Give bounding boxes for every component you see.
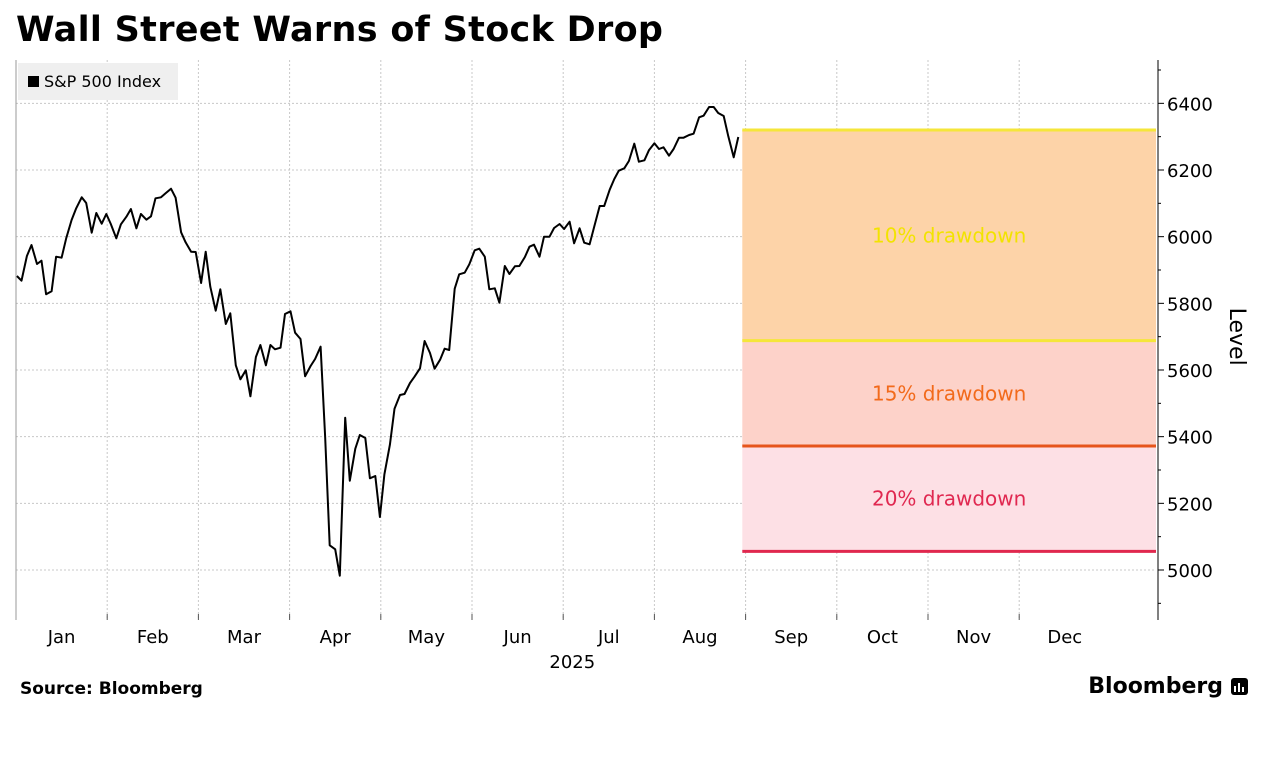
drawdown-label: 10% drawdown <box>872 223 1026 247</box>
drawdown-band <box>742 446 1156 552</box>
axis: 5000 5200 5400 5600 5800 6000 6200 6400 Jan Feb Ma… <box>15 60 1249 673</box>
bloomberg-terminal-icon <box>1231 678 1248 695</box>
series-layer <box>16 106 740 577</box>
x-tick-label: Apr <box>320 627 352 648</box>
x-tick-label: Dec <box>1047 627 1082 648</box>
legend-swatch <box>28 76 39 87</box>
x-tick-label: Sep <box>774 627 808 648</box>
y-tick-label: 6400 <box>1167 94 1213 115</box>
source-note: Source: Bloomberg <box>20 679 203 699</box>
y-tick-label: 5000 <box>1167 561 1213 582</box>
series-line-sp500 <box>16 106 740 577</box>
drawdown-label: 20% drawdown <box>872 487 1026 511</box>
y-tick-label: 5600 <box>1167 361 1213 382</box>
brand-name: Bloomberg <box>1088 674 1223 699</box>
x-tick-label: Nov <box>956 627 991 648</box>
x-tick-label: Jun <box>503 627 532 648</box>
drawdown-band <box>742 130 1156 341</box>
x-tick-label: Jan <box>47 627 76 648</box>
x-axis-title: 2025 <box>549 652 595 673</box>
y-tick-label: 5800 <box>1167 294 1213 315</box>
x-tick-label: Mar <box>227 627 262 648</box>
legend: S&P 500 Index <box>18 63 178 100</box>
drawdown-band <box>742 340 1156 446</box>
drawdown-label: 15% drawdown <box>872 381 1026 405</box>
brand-logo: Bloomberg <box>1088 674 1248 699</box>
x-tick-label: Jul <box>597 627 620 648</box>
chart-title: Wall Street Warns of Stock Drop <box>16 10 664 50</box>
y-tick-label: 6000 <box>1167 228 1213 249</box>
y-axis-title: Level <box>1224 308 1249 366</box>
drawdown-bands: 10% drawdown 15% drawdown 20% drawdown <box>742 128 1156 553</box>
y-tick-label: 6200 <box>1167 161 1213 182</box>
x-tick-label: Aug <box>682 627 717 648</box>
x-tick-label: Oct <box>867 627 898 648</box>
y-tick-label: 5200 <box>1167 494 1213 515</box>
x-tick-label: May <box>408 627 446 648</box>
x-tick-label: Feb <box>137 627 169 648</box>
y-tick-label: 5400 <box>1167 428 1213 449</box>
legend-label: S&P 500 Index <box>44 72 162 91</box>
